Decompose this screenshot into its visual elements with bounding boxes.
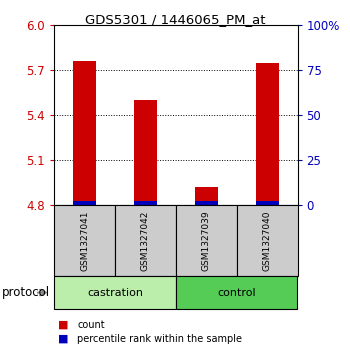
Bar: [134, 100, 157, 205]
Bar: [73, 61, 96, 205]
Text: count: count: [77, 319, 105, 330]
Text: GSM1327041: GSM1327041: [80, 210, 89, 271]
Text: ■: ■: [58, 334, 68, 344]
Bar: [73, 201, 96, 205]
Text: castration: castration: [87, 287, 143, 298]
Bar: [134, 201, 157, 205]
Bar: [195, 201, 218, 205]
Text: GSM1327042: GSM1327042: [141, 210, 150, 271]
Text: control: control: [217, 287, 256, 298]
Text: percentile rank within the sample: percentile rank within the sample: [77, 334, 242, 344]
Text: ■: ■: [58, 319, 68, 330]
Bar: [195, 187, 218, 205]
Text: GDS5301 / 1446065_PM_at: GDS5301 / 1446065_PM_at: [85, 13, 265, 26]
Text: GSM1327039: GSM1327039: [202, 210, 211, 271]
Text: protocol: protocol: [2, 286, 50, 299]
Bar: [256, 201, 279, 205]
Bar: [256, 63, 279, 205]
Text: GSM1327040: GSM1327040: [262, 210, 272, 271]
